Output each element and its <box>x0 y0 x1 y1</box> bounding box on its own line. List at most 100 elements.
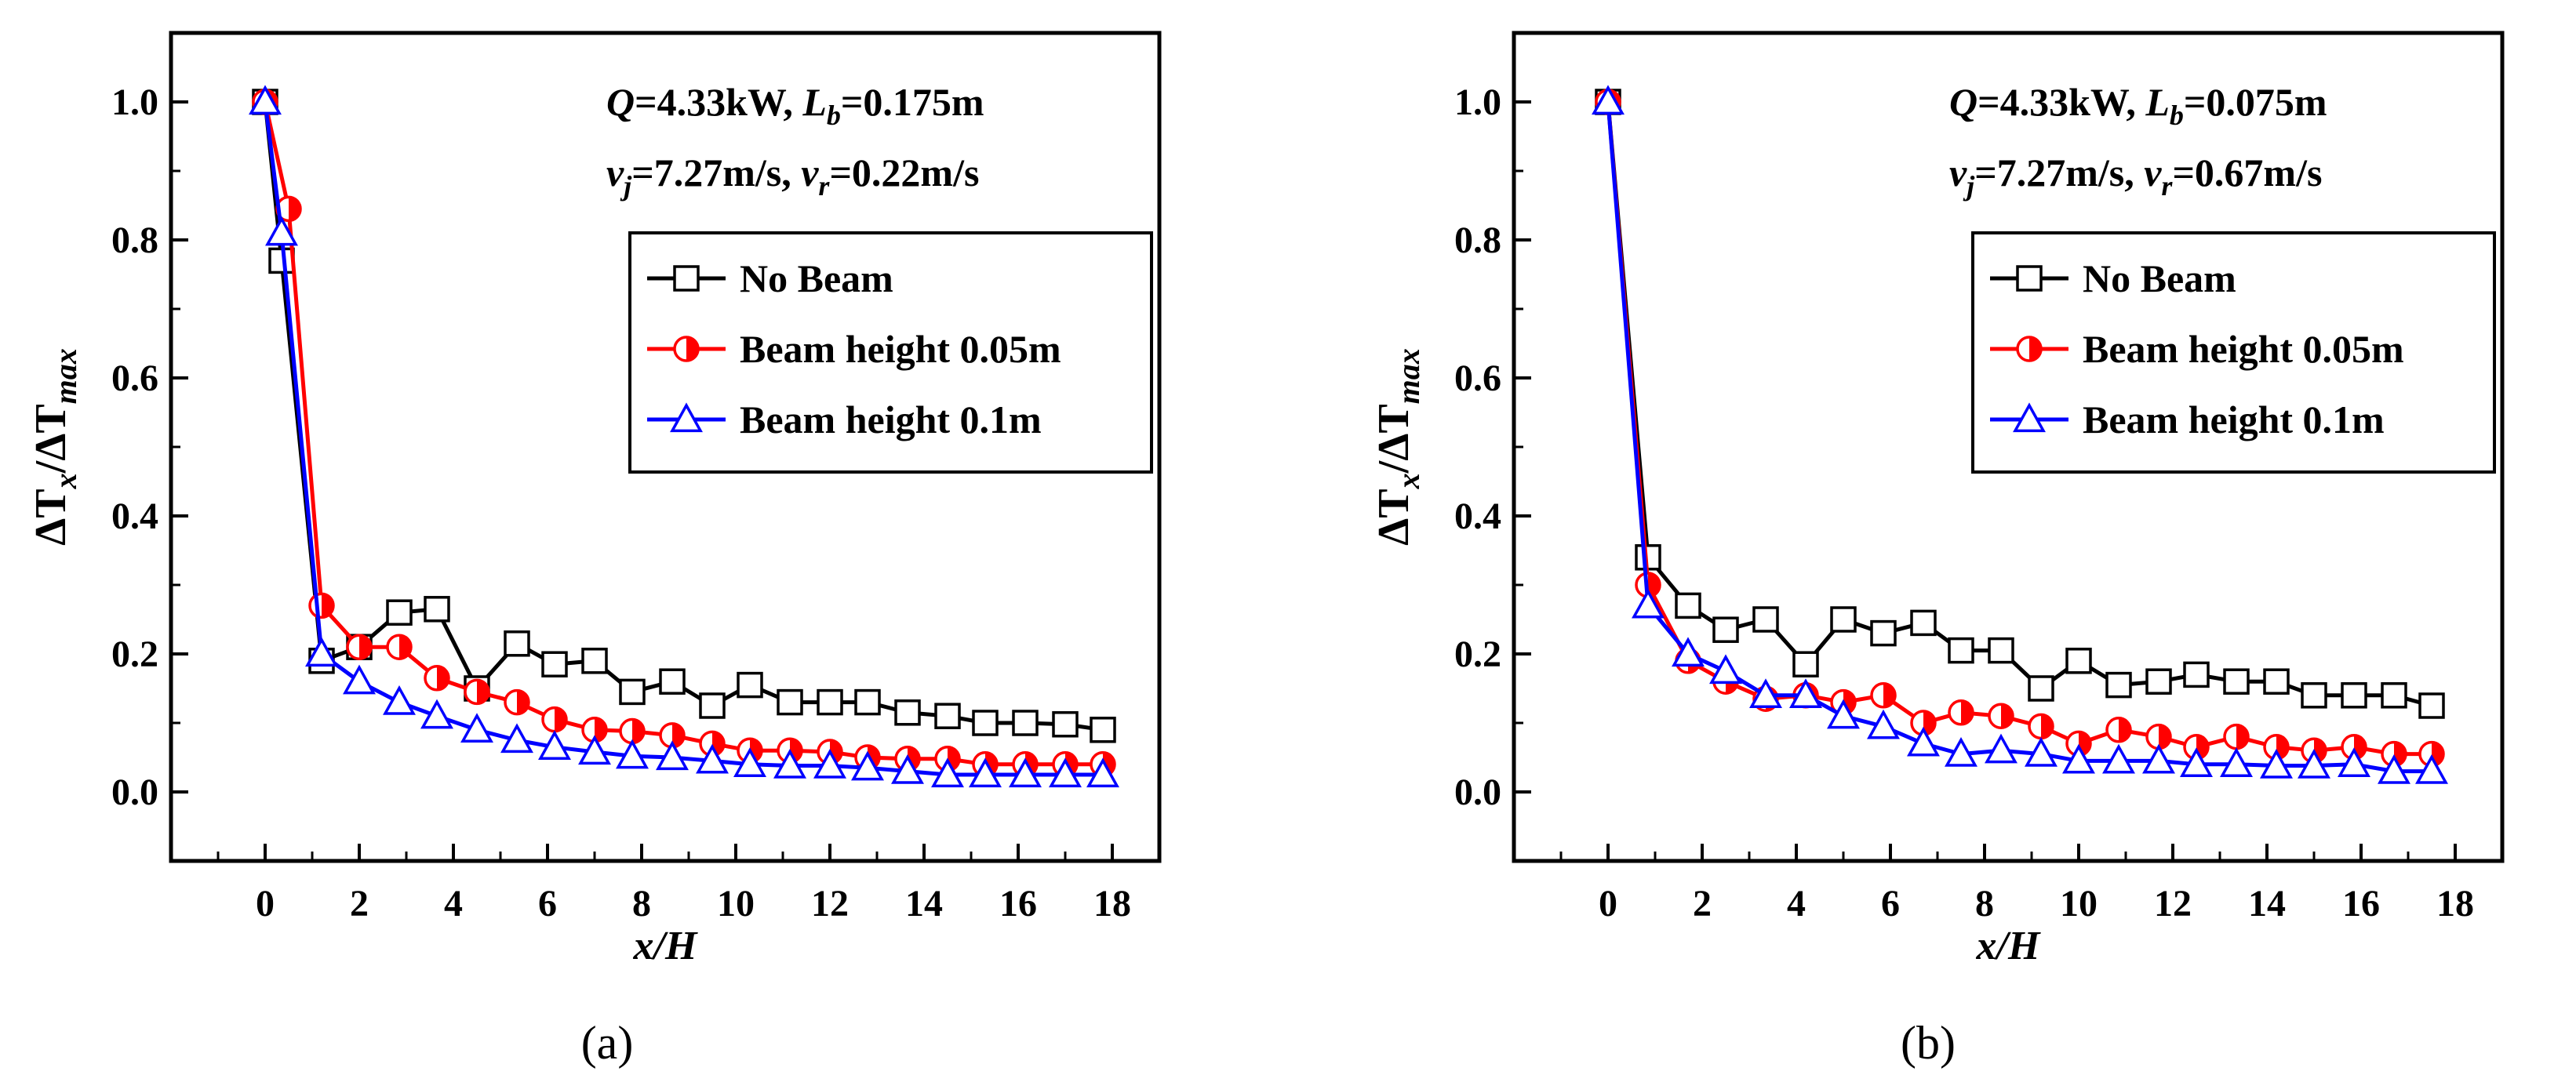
data-point <box>656 740 689 771</box>
panel-label: (a) <box>581 1017 634 1069</box>
data-point <box>2145 668 2172 695</box>
x-tick-label: 16 <box>999 883 1037 924</box>
x-tick-label: 14 <box>905 883 943 924</box>
data-point <box>2341 682 2367 709</box>
y-label-sub: max <box>1391 348 1426 404</box>
data-point <box>500 723 533 754</box>
data-point <box>2102 743 2135 774</box>
data-point <box>2338 747 2370 777</box>
x-tick-label: 6 <box>538 883 557 924</box>
y-label-sub: x <box>1391 473 1426 489</box>
series-line <box>1606 101 2432 757</box>
x-tick-label: 12 <box>2154 883 2192 924</box>
data-point <box>265 216 298 246</box>
data-point <box>2223 668 2250 695</box>
data-point <box>424 596 450 623</box>
x-axis-label: x/H <box>633 924 698 968</box>
x-tick-label: 18 <box>2436 883 2474 924</box>
data-point <box>1749 678 1782 708</box>
data-point <box>1792 651 1819 677</box>
y-tick-label: 0.6 <box>111 358 158 399</box>
data-point-fill <box>1883 683 1896 707</box>
data-point <box>2378 754 2410 784</box>
data-point <box>2180 747 2213 777</box>
x-tick-label: 8 <box>632 883 651 924</box>
y-label-part: ΔT <box>27 488 75 545</box>
data-point <box>733 747 766 777</box>
data-point <box>616 739 649 769</box>
data-point <box>1672 637 1705 667</box>
data-point <box>538 730 571 760</box>
annotation-text: =0.175m <box>841 80 984 124</box>
chart-panel-b: 0 2 4 6 8 10 12 14 16 18 0.0 0.2 0.4 0.6 0.8 1.0 x/H ΔTx/… <box>1370 31 2505 1069</box>
data-point <box>386 599 413 626</box>
y-label-part: /ΔT <box>1370 404 1418 474</box>
data-point-fill <box>322 594 333 618</box>
legend-box <box>628 231 1153 474</box>
data-point-fill <box>1923 711 1935 735</box>
data-point <box>777 688 803 716</box>
y-tick-label: 0.8 <box>1454 220 1501 261</box>
data-point <box>1675 592 1701 619</box>
data-point <box>1592 85 1625 115</box>
data-point <box>1870 619 1897 647</box>
legend-entry: No Beam <box>740 256 893 300</box>
data-point <box>1709 654 1742 685</box>
series-line <box>1606 101 2432 708</box>
data-point <box>2183 661 2210 688</box>
data-point <box>773 748 806 779</box>
annotation-text: Q <box>1949 80 1977 124</box>
annotation-text: =0.075m <box>2184 80 2327 124</box>
chart-panel-a: 0 2 4 6 8 10 12 14 16 18 0.0 0.2 0.4 0.6 0.8 1.0 x/H ΔTx/… <box>27 31 1162 1069</box>
x-axis-label: x/H <box>1976 924 2041 968</box>
data-point <box>2298 748 2330 779</box>
annotation-q-lb: Q=4.33kW, Lb=0.175m <box>606 80 984 131</box>
data-point <box>737 671 763 699</box>
data-point <box>2260 748 2293 779</box>
annotation-text: =0.22m/s <box>829 151 979 194</box>
data-point-fill <box>2029 337 2041 361</box>
series-beam-height-0-1m <box>1592 85 2448 784</box>
data-point <box>2105 671 2132 699</box>
legend-entry: Beam height 0.1m <box>2083 398 2385 441</box>
data-point <box>1012 710 1039 736</box>
data-point-fill <box>477 680 489 704</box>
x-tick-label: 4 <box>1787 883 1806 924</box>
x-tick-label: 14 <box>2248 883 2286 924</box>
x-tick-label: 2 <box>1693 883 1712 924</box>
data-point <box>2028 675 2054 702</box>
data-point <box>249 85 282 115</box>
x-tick-label: 6 <box>1881 883 1900 924</box>
data-point <box>969 757 1002 788</box>
annotation-text: L <box>802 80 827 124</box>
data-point <box>578 735 611 765</box>
x-tick-label: 4 <box>444 883 463 924</box>
data-point <box>2415 754 2448 784</box>
annotation-velocities: vj=7.27m/s, vr=0.22m/s <box>606 151 979 202</box>
data-point <box>1712 616 1739 643</box>
data-point-fill <box>2041 714 2053 739</box>
legend-entry: Beam height 0.1m <box>740 398 1042 441</box>
data-point-fill <box>437 666 449 690</box>
data-point <box>931 757 964 788</box>
legend-entry: Beam height 0.05m <box>2083 327 2404 371</box>
data-point <box>1632 588 1665 619</box>
series-beam-height-0-1m <box>249 85 1119 788</box>
data-point <box>1009 757 1042 788</box>
data-point <box>1827 699 1860 729</box>
y-tick-label: 0.2 <box>111 634 158 675</box>
data-point <box>854 688 881 716</box>
y-axis-label: ΔTx/ΔTmax <box>27 348 83 546</box>
x-tick-label: 12 <box>811 883 849 924</box>
x-tick-label: 10 <box>2060 883 2098 924</box>
data-point-fill <box>399 635 411 659</box>
series-line <box>1606 101 2432 774</box>
data-point <box>1907 726 1940 757</box>
data-point <box>1752 606 1779 633</box>
data-point-fill <box>595 717 607 742</box>
data-point <box>1988 637 2014 664</box>
legend-entry: Beam height 0.05m <box>740 327 1061 371</box>
annotation-text: =7.27m/s, <box>1974 151 2144 194</box>
data-point <box>2025 736 2058 767</box>
